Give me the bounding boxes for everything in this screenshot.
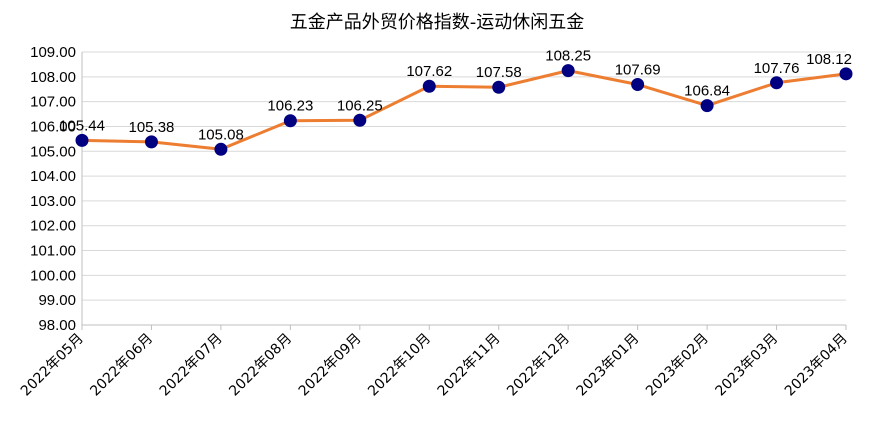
y-tick-label: 102.00 xyxy=(30,218,76,235)
y-axis-ticks: 98.00 99.00 100.00 101.00 102.00 103.00 104.00… xyxy=(30,44,76,334)
data-label: 108.12 xyxy=(806,51,852,68)
data-point xyxy=(283,114,297,128)
data-label: 106.25 xyxy=(337,97,383,114)
data-label: 105.44 xyxy=(59,117,105,134)
data-label: 105.38 xyxy=(129,119,175,136)
y-tick-label: 98.00 xyxy=(38,317,76,334)
x-tick-label: 2022年06月 xyxy=(87,331,156,400)
data-point xyxy=(561,64,575,78)
x-tick-label: 2022年09月 xyxy=(296,331,365,400)
y-tick-label: 107.00 xyxy=(30,94,76,111)
x-tick-label: 2022年08月 xyxy=(226,331,295,400)
y-tick-label: 106.00 xyxy=(30,118,76,135)
data-point xyxy=(770,76,784,90)
data-label: 108.25 xyxy=(545,48,591,65)
data-label: 106.23 xyxy=(267,98,313,115)
data-point xyxy=(144,135,158,149)
y-tick-label: 104.00 xyxy=(30,168,76,185)
y-tick-label: 109.00 xyxy=(30,44,76,61)
data-label: 107.76 xyxy=(754,60,800,77)
data-point xyxy=(492,80,506,94)
series-markers xyxy=(75,64,853,156)
chart-title: 五金产品外贸价格指数-运动休闲五金 xyxy=(290,12,585,33)
series-line xyxy=(81,69,847,151)
x-tick-label: 2022年05月 xyxy=(18,331,87,400)
data-point xyxy=(700,99,714,113)
series-line-group xyxy=(81,69,847,151)
y-tick-label: 100.00 xyxy=(30,267,76,284)
data-label: 107.62 xyxy=(406,63,452,80)
x-tick-label: 2023年01月 xyxy=(574,331,643,400)
x-tick-label: 2022年11月 xyxy=(435,331,504,400)
data-point xyxy=(75,133,89,147)
y-tick-label: 108.00 xyxy=(30,69,76,86)
data-label: 107.58 xyxy=(476,64,522,81)
x-tick-label: 2023年03月 xyxy=(712,331,781,400)
x-tick-label: 2022年10月 xyxy=(365,331,434,400)
x-tick-label: 2023年04月 xyxy=(782,331,851,400)
y-tick-label: 105.00 xyxy=(30,143,76,160)
y-tick-label: 99.00 xyxy=(38,292,76,309)
data-point xyxy=(214,142,228,156)
y-tick-label: 103.00 xyxy=(30,193,76,210)
data-label: 107.69 xyxy=(615,62,661,79)
x-tick-label: 2022年07月 xyxy=(157,331,226,400)
data-label: 106.84 xyxy=(684,83,730,100)
gridlines xyxy=(81,51,846,326)
data-labels: 105.44 105.38 105.08 106.23 106.25 107.62 107.… xyxy=(59,48,852,144)
x-tick-label: 2022年12月 xyxy=(504,331,573,400)
y-tick-label: 101.00 xyxy=(30,243,76,260)
data-label: 105.08 xyxy=(198,126,244,143)
data-point xyxy=(631,78,645,92)
x-axis-ticks: 2022年05月 2022年06月 2022年07月 2022年08月 2022年09月… xyxy=(18,325,851,399)
data-point xyxy=(839,67,853,81)
x-tick-label: 2023年02月 xyxy=(643,331,712,400)
data-point xyxy=(422,79,436,93)
data-point xyxy=(353,113,367,127)
